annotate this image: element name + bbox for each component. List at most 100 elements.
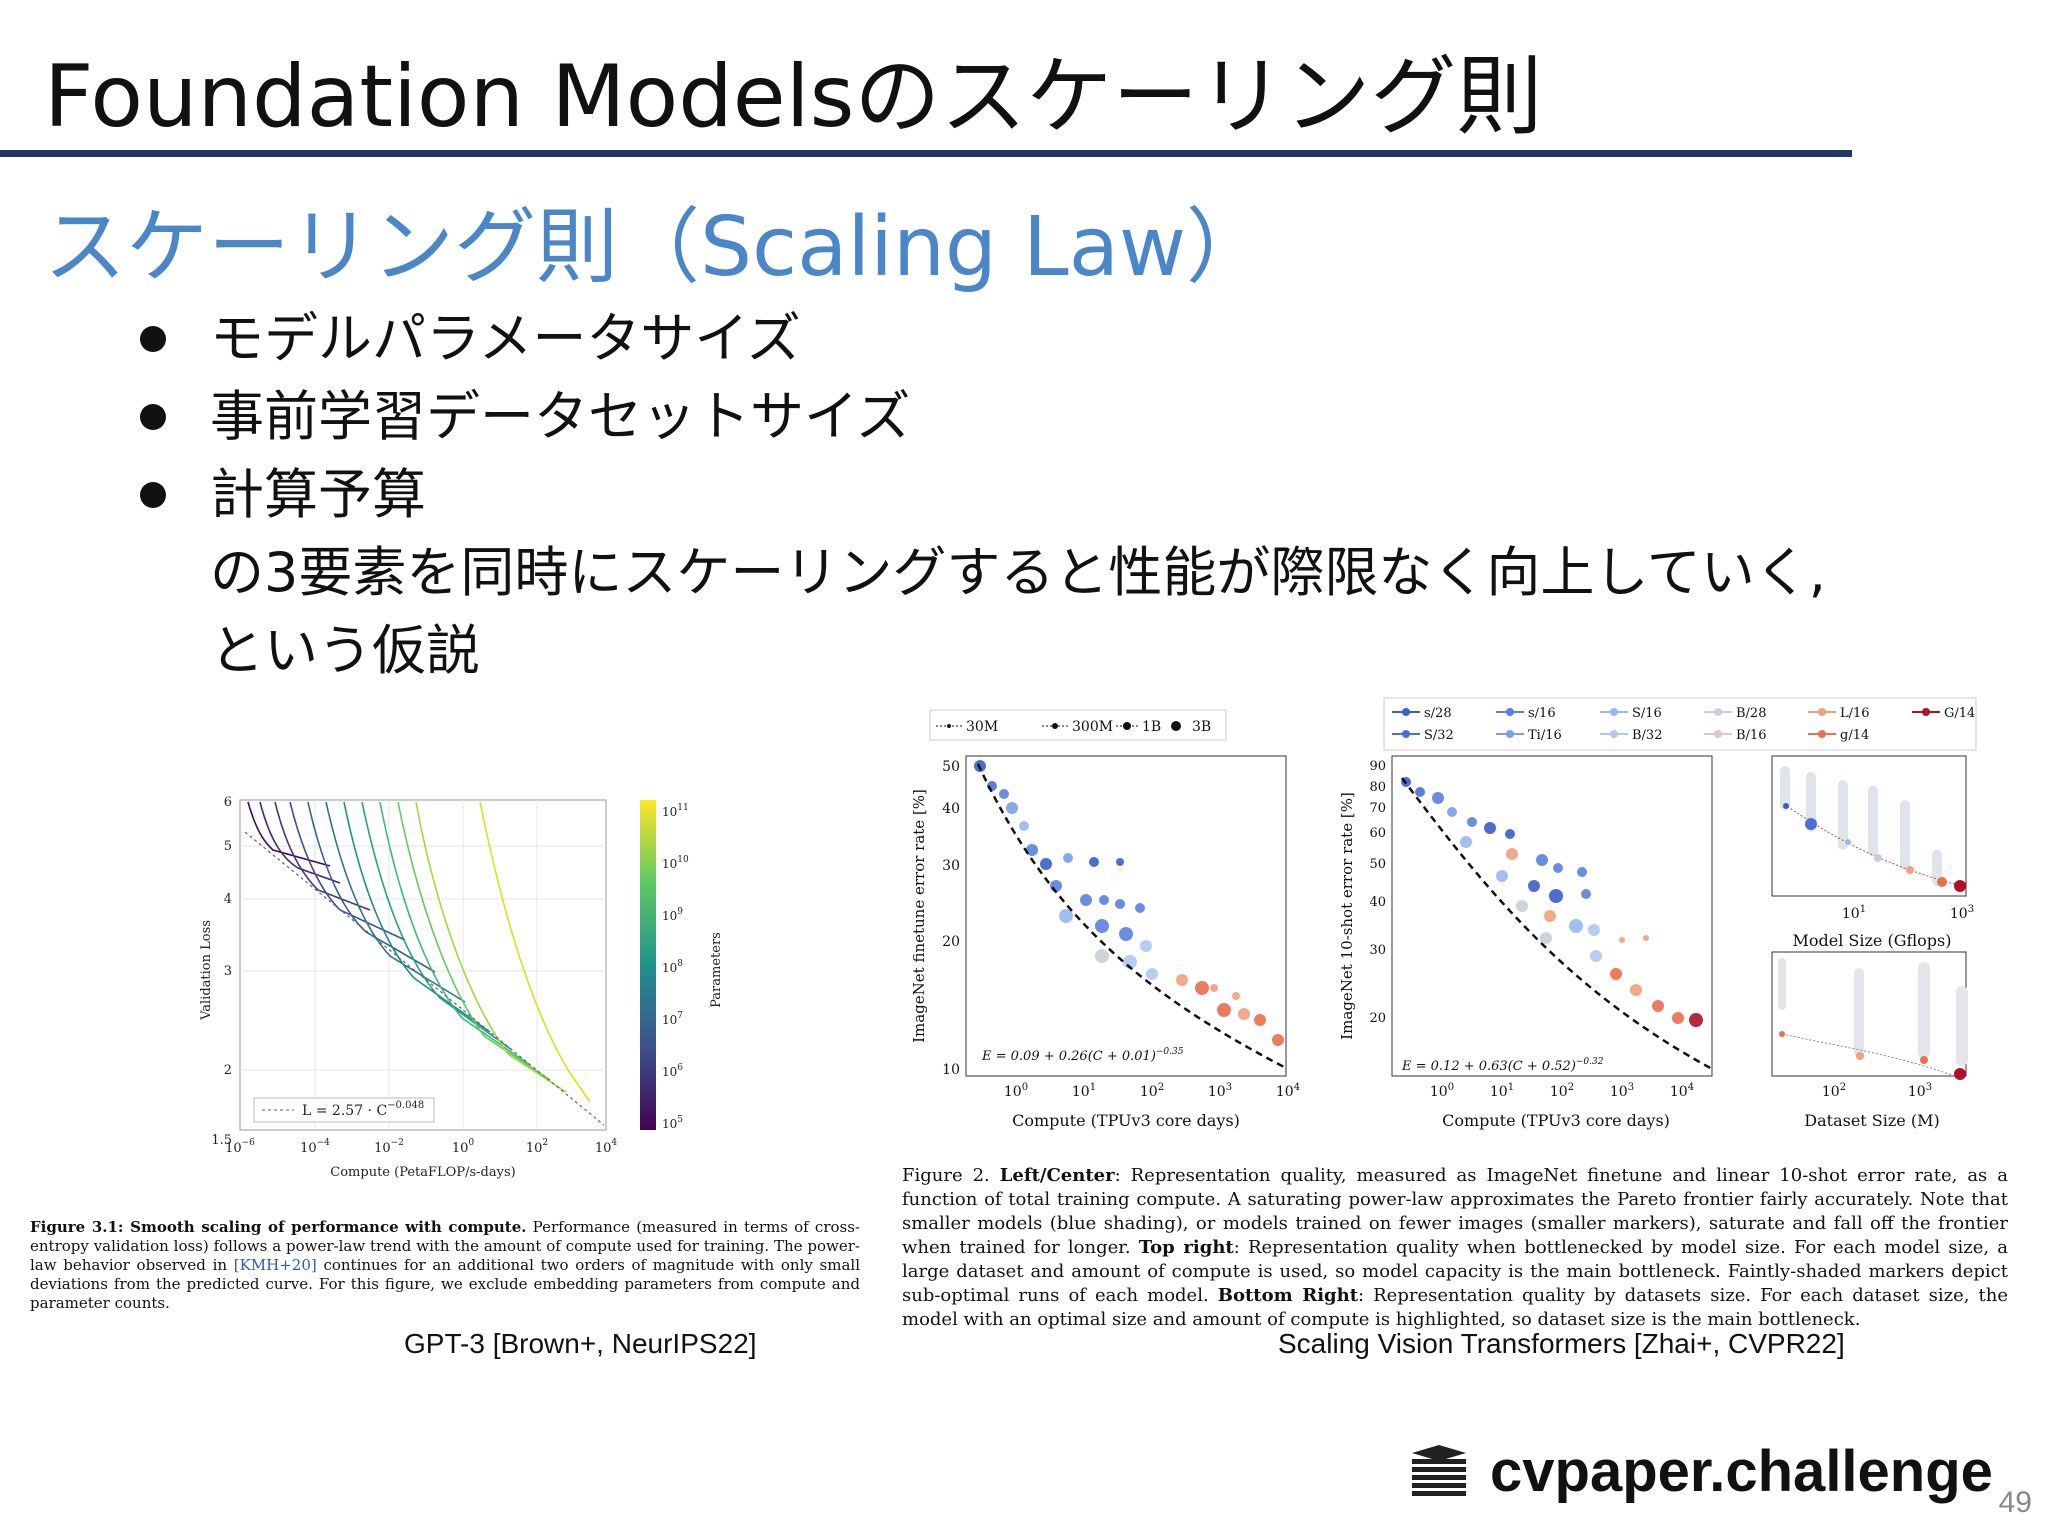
gpt3-colorbar: [640, 800, 656, 1130]
vit-center-ylabel: ImageNet 10-shot error rate [%]: [1338, 792, 1356, 1040]
vit-left-ylabel: ImageNet finetune error rate [%]: [910, 789, 928, 1043]
gpt3-ytick: 3: [224, 964, 232, 979]
page-number: 49: [1998, 1486, 2032, 1519]
svg-text:10−4: 10−4: [300, 1138, 330, 1156]
svg-text:103: 103: [1950, 904, 1974, 922]
bullet-dot-icon: [140, 482, 166, 508]
svg-text:L = 2.57 · C−0.048: L = 2.57 · C−0.048: [302, 1100, 424, 1119]
svg-text:90: 90: [1369, 759, 1386, 774]
vit-left-formula: E = 0.09 + 0.26(C + 0.01): [981, 1049, 1156, 1064]
gpt3-ytick: 5: [224, 839, 232, 854]
svg-text:103: 103: [1610, 1082, 1634, 1100]
svg-text:Ti/16: Ti/16: [1528, 728, 1562, 743]
vit-scaling-figure: 30M 300M 1B 3B s/28 s/16 S/16 B/28 L/16 …: [910, 697, 1977, 1130]
svg-text:G/14: G/14: [1944, 706, 1975, 721]
svg-text:104: 104: [1276, 1082, 1300, 1100]
bullet-list: モデルパラメータサイズ 事前学習データセットサイズ 計算予算 の3要素を同時にス…: [140, 300, 1826, 690]
vit-center-xlabel: Compute (TPUv3 core days): [1442, 1111, 1670, 1130]
svg-text:20: 20: [1369, 1011, 1386, 1026]
svg-text:20: 20: [942, 934, 960, 950]
gpt3-scaling-figure: 6 5 4 3 2 1.5 10−6 10−4 10−2 100 102 104…: [199, 795, 724, 1180]
slide-title: Foundation Modelsのスケーリング則: [44, 47, 1543, 147]
svg-text:101: 101: [1490, 1082, 1514, 1100]
gpt3-ylabel: Validation Loss: [199, 920, 214, 1021]
vit-dataset-xlabel: Dataset Size (M): [1804, 1111, 1939, 1130]
svg-text:109: 109: [662, 907, 683, 923]
svg-text:B/32: B/32: [1632, 728, 1662, 743]
bullet-dot-icon: [140, 404, 166, 430]
svg-text:30: 30: [1369, 943, 1386, 958]
vit-caption: Figure 2. Left/Center: Representation qu…: [902, 1165, 2009, 1330]
svg-text:10−6: 10−6: [225, 1138, 255, 1156]
gpt3-ytick: 1.5: [211, 1133, 232, 1148]
svg-text:102: 102: [526, 1138, 548, 1156]
vit-model-size-xlabel: Model Size (Gflops): [1792, 931, 1951, 950]
svg-text:E = 0.09 + 0.26(C + 0.01)−0.35: E = 0.09 + 0.26(C + 0.01)−0.35: [981, 1047, 1184, 1064]
gpt3-colorbar-label: Parameters: [709, 932, 724, 1008]
svg-text:10: 10: [942, 1062, 960, 1078]
svg-text:104: 104: [1670, 1082, 1694, 1100]
hypothesis-line-1: の3要素を同時にスケーリングすると性能が際限なく向上していく,: [210, 541, 1826, 604]
svg-text:40: 40: [942, 801, 960, 817]
slide-subtitle: スケーリング則（Scaling Law）: [44, 200, 1269, 295]
vit-size-legend: 300M: [1072, 719, 1113, 735]
bullet-item: モデルパラメータサイズ: [140, 300, 1826, 378]
bullet-text: 計算予算: [210, 463, 426, 526]
svg-text:102: 102: [1822, 1082, 1846, 1100]
svg-text:102: 102: [1140, 1082, 1164, 1100]
svg-text:101: 101: [1072, 1082, 1096, 1100]
bullet-dot-icon: [140, 326, 166, 352]
gpt3-xtick: 10: [374, 1141, 391, 1156]
svg-text:B/28: B/28: [1736, 706, 1766, 721]
title-divider: [0, 150, 1852, 157]
gpt3-xtick: 10: [300, 1141, 317, 1156]
bullet-text: 事前学習データセットサイズ: [210, 385, 911, 448]
svg-text:30: 30: [942, 858, 960, 874]
gpt3-ytick: 4: [224, 892, 232, 907]
svg-text:1011: 1011: [662, 803, 689, 819]
brand-name: cvpaper.challenge: [1490, 1439, 1993, 1504]
svg-text:108: 108: [662, 959, 683, 975]
svg-text:104: 104: [595, 1138, 618, 1156]
brand-logo: cvpaper.challenge: [1408, 1438, 1993, 1505]
svg-text:g/14: g/14: [1840, 728, 1869, 743]
svg-text:100: 100: [1430, 1082, 1454, 1100]
bullet-item: 事前学習データセットサイズ: [140, 378, 1826, 456]
svg-text:E = 0.12 + 0.63(C + 0.52)−0.32: E = 0.12 + 0.63(C + 0.52)−0.32: [1401, 1057, 1604, 1074]
vit-source-label: Scaling Vision Transformers [Zhai+, CVPR…: [1278, 1328, 1845, 1359]
gpt3-xtick: 10: [225, 1141, 242, 1156]
svg-text:103: 103: [1908, 1082, 1932, 1100]
svg-text:s/16: s/16: [1528, 706, 1556, 721]
svg-text:60: 60: [1369, 826, 1386, 841]
gpt3-xtick: 10: [452, 1141, 469, 1156]
svg-text:80: 80: [1369, 780, 1386, 795]
svg-text:s/28: s/28: [1424, 706, 1452, 721]
svg-text:50: 50: [942, 759, 960, 775]
svg-text:103: 103: [1208, 1082, 1232, 1100]
svg-text:107: 107: [662, 1011, 683, 1027]
svg-text:S/32: S/32: [1424, 728, 1454, 743]
svg-text:S/16: S/16: [1632, 706, 1662, 721]
svg-text:101: 101: [1842, 904, 1866, 922]
svg-text:100: 100: [452, 1138, 475, 1156]
svg-text:40: 40: [1369, 895, 1386, 910]
gpt3-ytick: 2: [224, 1063, 232, 1078]
vit-size-legend: 3B: [1192, 719, 1211, 735]
vit-left-xlabel: Compute (TPUv3 core days): [1012, 1111, 1240, 1130]
hypothesis-line-2: という仮説: [210, 619, 480, 682]
vit-size-legend: 1B: [1142, 719, 1161, 735]
svg-text:102: 102: [1550, 1082, 1574, 1100]
bullet-item: 計算予算: [140, 456, 1826, 534]
svg-text:106: 106: [662, 1063, 683, 1079]
gpt3-xlabel: Compute (PetaFLOP/s-days): [330, 1165, 515, 1180]
svg-text:105: 105: [662, 1115, 683, 1131]
bullet-text: モデルパラメータサイズ: [210, 307, 801, 370]
gpt3-source-label: GPT-3 [Brown+, NeurIPS22]: [404, 1328, 757, 1359]
svg-text:10−2: 10−2: [374, 1138, 404, 1156]
svg-text:B/16: B/16: [1736, 728, 1766, 743]
stack-logo-icon: [1412, 1444, 1466, 1496]
vit-center-formula: E = 0.12 + 0.63(C + 0.52): [1401, 1059, 1576, 1074]
svg-text:50: 50: [1369, 857, 1386, 872]
vit-size-legend: 30M: [966, 719, 998, 735]
gpt3-xtick: 10: [595, 1141, 612, 1156]
